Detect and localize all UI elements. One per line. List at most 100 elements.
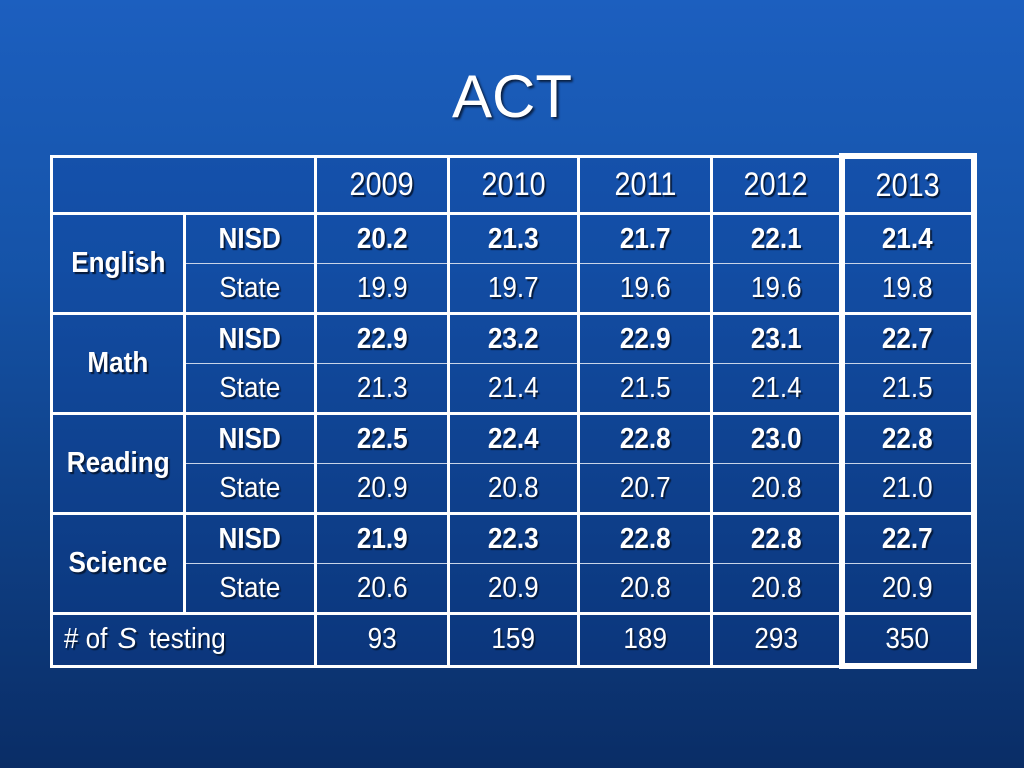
score-cell: 22.3 <box>447 512 580 564</box>
year-header-2010-text: 2010 <box>481 166 546 203</box>
year-header-2011: 2011 <box>577 154 713 215</box>
year-header-2013-text: 2013 <box>875 167 940 203</box>
state-label-text: State <box>219 371 281 404</box>
testing-count-cell-text: 189 <box>623 623 667 656</box>
score-cell-text: 19.9 <box>356 271 408 304</box>
score-cell-text: 21.0 <box>882 471 933 504</box>
score-cell-text: 20.8 <box>619 571 671 604</box>
table-row-reading-state: State 20.9 20.8 20.7 20.8 21.0 <box>52 463 977 515</box>
score-cell: 22.4 <box>447 412 580 464</box>
score-cell-text: 20.6 <box>356 571 408 604</box>
score-cell-text: 22.8 <box>882 422 933 455</box>
label-s: S <box>117 623 137 656</box>
score-cell: 23.0 <box>710 412 843 464</box>
score-cell-text: 21.4 <box>750 371 802 404</box>
score-cell-text: 19.8 <box>882 271 933 304</box>
score-cell: 22.1 <box>710 212 843 264</box>
score-cell-text: 22.7 <box>882 322 933 355</box>
testing-count-cell-text: 293 <box>753 623 798 656</box>
score-cell: 22.8 <box>577 512 713 564</box>
nisd-label: NISD <box>183 212 317 264</box>
score-cell-text: 19.7 <box>488 271 539 304</box>
header-row: 2009 2010 2011 2012 2013 <box>50 153 977 215</box>
nisd-label: NISD <box>183 312 317 364</box>
score-cell-text: 21.9 <box>356 522 408 555</box>
score-cell-text: 21.3 <box>356 371 408 404</box>
score-cell-text: 20.8 <box>488 471 539 504</box>
score-cell: 20.7 <box>577 463 713 515</box>
score-cell-text: 22.7 <box>882 522 933 555</box>
nisd-label-text: NISD <box>218 422 282 455</box>
year-header-2009: 2009 <box>314 154 450 215</box>
score-cell: 19.6 <box>710 263 843 315</box>
score-cell: 22.9 <box>577 312 713 364</box>
score-cell-text: 21.7 <box>619 222 671 255</box>
score-cell: 20.8 <box>447 463 580 515</box>
act-scores-table: 2009 2010 2011 2012 2013 English NISD 20.2 21.3 2… <box>50 153 977 669</box>
score-cell: 22.7 <box>838 312 977 364</box>
score-cell: 19.8 <box>838 263 977 315</box>
table-row-math-state: State 21.3 21.4 21.5 21.4 21.5 <box>52 363 977 415</box>
score-cell: 20.8 <box>710 463 843 515</box>
year-header-2009-text: 2009 <box>349 166 415 203</box>
testing-count-cell-text: 93 <box>367 623 397 656</box>
score-cell-text: 20.9 <box>356 471 408 504</box>
score-cell: 20.9 <box>447 563 580 615</box>
score-cell: 20.8 <box>710 563 843 615</box>
score-cell: 21.4 <box>447 363 580 415</box>
score-cell-text: 20.8 <box>750 571 802 604</box>
score-cell-text: 20.9 <box>882 571 933 604</box>
subject-label: Math <box>50 312 186 414</box>
state-label: State <box>183 363 317 415</box>
score-cell: 21.5 <box>838 363 977 415</box>
year-header-2012: 2012 <box>710 154 843 215</box>
corner-cell <box>50 154 317 215</box>
score-cell: 22.5 <box>314 412 450 464</box>
testing-count-cell: 350 <box>838 612 977 669</box>
score-cell: 21.9 <box>314 512 450 564</box>
subject-label: Science <box>50 512 186 614</box>
state-label-text: State <box>219 271 281 304</box>
subject-label-text: Science <box>68 547 168 579</box>
nisd-label: NISD <box>183 412 317 464</box>
testing-count-cell-text: 350 <box>885 622 930 655</box>
label-suffix: testing <box>141 623 226 656</box>
score-cell: 23.2 <box>447 312 580 364</box>
score-cell-text: 19.6 <box>619 271 671 304</box>
score-cell-text: 23.0 <box>750 422 802 455</box>
testing-count-row: # of S testing 93 159 189 293 350 <box>50 612 977 669</box>
score-cell-text: 22.8 <box>619 522 671 555</box>
score-cell-text: 22.4 <box>488 422 539 455</box>
year-header-2013: 2013 <box>838 153 977 215</box>
table-row-reading-nisd: Reading NISD 22.5 22.4 22.8 23.0 22.8 <box>50 412 977 514</box>
subject-label-text: English <box>70 247 166 279</box>
score-cell: 20.9 <box>314 463 450 515</box>
score-cell-text: 20.7 <box>619 471 671 504</box>
score-cell-text: 22.9 <box>356 322 408 355</box>
score-cell-text: 22.5 <box>356 422 408 455</box>
state-label: State <box>183 563 317 615</box>
score-cell-text: 23.1 <box>750 322 802 355</box>
table-row-math-nisd: Math NISD 22.9 23.2 22.9 23.1 22.7 <box>50 312 977 414</box>
state-label: State <box>183 263 317 315</box>
score-cell-text: 22.1 <box>750 222 802 255</box>
score-cell-text: 21.4 <box>882 222 933 255</box>
label-prefix: # of <box>63 623 115 656</box>
score-cell-text: 21.3 <box>488 222 539 255</box>
score-cell: 21.3 <box>314 363 450 415</box>
score-cell: 21.4 <box>710 363 843 415</box>
testing-count-cell-text: 159 <box>491 623 536 656</box>
state-label: State <box>183 463 317 515</box>
score-cell-text: 23.2 <box>488 322 539 355</box>
nisd-label-text: NISD <box>218 522 282 555</box>
score-cell: 21.4 <box>838 212 977 264</box>
score-cell: 21.3 <box>447 212 580 264</box>
score-cell-text: 19.6 <box>750 271 802 304</box>
score-cell-text: 21.5 <box>619 371 671 404</box>
state-label-text: State <box>219 471 281 504</box>
score-cell: 20.9 <box>838 563 977 615</box>
nisd-label-text: NISD <box>218 222 282 255</box>
score-cell: 20.2 <box>314 212 450 264</box>
score-cell-text: 21.5 <box>882 371 933 404</box>
score-cell: 22.8 <box>710 512 843 564</box>
